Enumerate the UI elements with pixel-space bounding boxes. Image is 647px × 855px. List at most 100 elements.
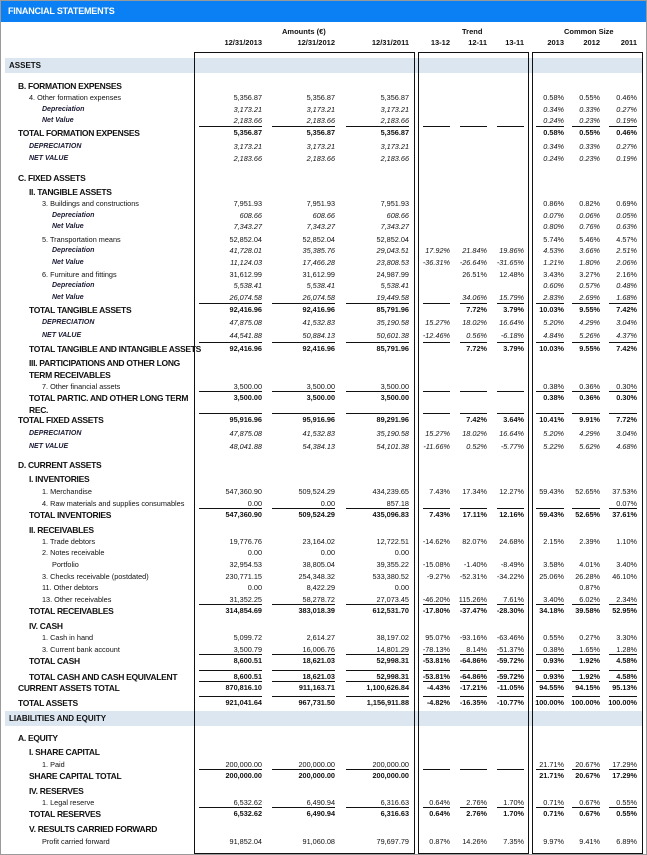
total-rule — [572, 696, 600, 697]
amount-cell: 200,000.00 — [298, 771, 335, 780]
trend-cell: -31.65% — [496, 258, 524, 267]
total-rule — [609, 126, 637, 127]
total-rule — [497, 391, 524, 392]
common-size-cell: 3.04% — [616, 318, 637, 327]
common-size-cell: 0.71% — [543, 798, 564, 807]
total-rule — [423, 654, 450, 655]
amount-cell: 2,183.66 — [380, 116, 409, 125]
total-rule — [609, 508, 637, 509]
common-size-cell: 52.65% — [575, 487, 600, 496]
total-rule — [199, 391, 262, 392]
total-rule — [272, 654, 335, 655]
total-rule — [536, 303, 564, 304]
total-rule — [199, 604, 262, 605]
trend-cell: 16.64% — [499, 429, 524, 438]
trend-cell: -8.49% — [500, 560, 524, 569]
amount-cell: 3,173.21 — [306, 142, 335, 151]
amount-cell: 230,771.15 — [225, 572, 262, 581]
column-header: 12/31/2012 — [297, 38, 335, 47]
trend-cell: 3.79% — [503, 305, 524, 314]
common-size-cell: 5.74% — [543, 235, 564, 244]
total-rule — [272, 508, 335, 509]
trend-cell: 34.06% — [462, 293, 487, 302]
amount-cell: 7,951.93 — [380, 199, 409, 208]
amount-cell: 434,239.65 — [372, 487, 409, 496]
header-amounts: Amounts (€) — [282, 27, 326, 36]
trend-cell: -4.82% — [426, 698, 450, 707]
header-common-size: Common Size — [564, 27, 614, 36]
amount-cell: 608.66 — [312, 211, 335, 220]
trend-cell: 18.02% — [462, 429, 487, 438]
row-label: 1. Cash in hand — [42, 633, 94, 642]
row-label: 4. Other formation expenses — [29, 93, 122, 102]
common-size-cell: 0.86% — [543, 199, 564, 208]
trend-cell: 16.64% — [499, 318, 524, 327]
trend-cell: -59.72% — [496, 656, 524, 665]
total-rule — [272, 391, 335, 392]
row-label: Depreciation — [42, 106, 85, 113]
common-size-cell: 0.55% — [579, 93, 600, 102]
amount-cell: 0.00 — [394, 548, 409, 557]
common-size-cell: 0.46% — [616, 93, 637, 102]
total-rule — [423, 342, 450, 343]
amount-cell: 8,422.29 — [306, 583, 335, 592]
total-rule — [536, 769, 564, 770]
row-label: CURRENT ASSETS TOTAL — [18, 683, 120, 693]
amount-cell: 509,524.29 — [298, 510, 335, 519]
amount-cell: 31,612.99 — [229, 270, 262, 279]
row-label: 4. Raw materials and supplies consumable… — [42, 499, 185, 508]
amount-cell: 26,074.58 — [302, 293, 335, 302]
amount-cell: 54,101.38 — [376, 442, 409, 451]
common-size-cell: 7.42% — [616, 305, 637, 314]
row-label: 3. Buildings and constructions — [42, 199, 139, 208]
common-size-cell: 0.93% — [543, 672, 564, 681]
total-rule — [460, 303, 487, 304]
trend-cell: -53.81% — [422, 656, 450, 665]
amount-cell: 19,776.76 — [229, 537, 262, 546]
trend-cell: 18.02% — [462, 318, 487, 327]
common-size-cell: 26.28% — [575, 572, 600, 581]
trend-cell: -34.22% — [496, 572, 524, 581]
common-size-cell: 0.82% — [579, 199, 600, 208]
row-label: TOTAL CASH — [29, 656, 80, 666]
amount-cell: 91,060.08 — [302, 837, 335, 846]
total-rule — [460, 769, 487, 770]
amount-cell: 0.00 — [394, 583, 409, 592]
trend-cell: 7.72% — [466, 305, 487, 314]
total-rule — [609, 670, 637, 671]
row-label: 1. Merchandise — [42, 487, 92, 496]
trend-cell: -37.47% — [459, 606, 487, 615]
amount-cell: 17,466.28 — [302, 258, 335, 267]
trend-cell: 7.35% — [503, 837, 524, 846]
trend-cell: -5.77% — [500, 442, 524, 451]
total-rule — [460, 696, 487, 697]
row-label: TOTAL RESERVES — [29, 809, 101, 819]
common-size-cell: 2.15% — [543, 537, 564, 546]
column-header: 13-11 — [505, 38, 524, 47]
row-label: I. INVENTORIES — [29, 474, 90, 484]
trend-cell: 15.27% — [425, 429, 450, 438]
amount-cell: 0.00 — [247, 548, 262, 557]
row-label: TOTAL FIXED ASSETS — [18, 415, 104, 425]
amount-cell: 608.66 — [239, 211, 262, 220]
amount-cell: 5,356.87 — [233, 93, 262, 102]
amount-cell: 52,852.04 — [229, 235, 262, 244]
total-rule — [423, 126, 450, 127]
common-size-cell: 1.68% — [616, 293, 637, 302]
common-size-cell: 2.83% — [543, 293, 564, 302]
trend-cell: -12.46% — [422, 331, 450, 340]
total-rule — [460, 342, 487, 343]
common-size-cell: 17.29% — [612, 771, 637, 780]
common-size-cell: 5.62% — [579, 442, 600, 451]
total-rule — [423, 508, 450, 509]
amount-cell: 18,621.03 — [302, 656, 335, 665]
amount-cell: 52,852.04 — [376, 235, 409, 244]
common-size-cell: 0.67% — [579, 809, 600, 818]
row-label: Portfolio — [52, 560, 79, 569]
row-label: B. FORMATION EXPENSES — [18, 81, 122, 91]
trend-cell: -51.37% — [496, 645, 524, 654]
trend-cell: -6.18% — [500, 331, 524, 340]
total-rule — [272, 696, 335, 697]
row-label: TOTAL FORMATION EXPENSES — [18, 128, 140, 138]
trend-cell: 12.48% — [499, 270, 524, 279]
